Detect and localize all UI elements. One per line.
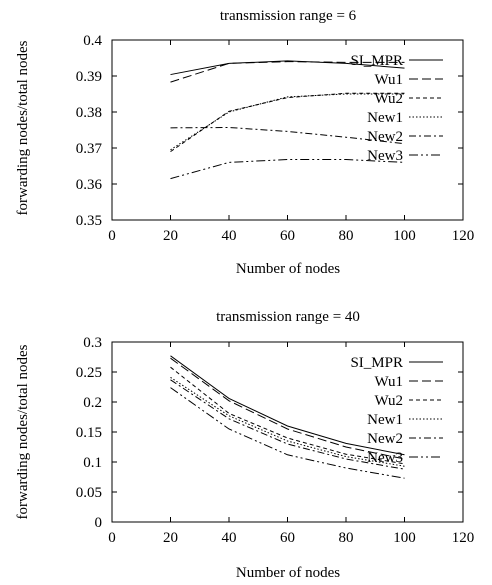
chart-title: transmission range = 6: [220, 8, 357, 24]
y-tick-label: 0.25: [76, 365, 102, 381]
y-tick-label: 0.39: [76, 69, 102, 85]
legend-label: Wu2: [374, 393, 403, 409]
y-tick-label: 0.3: [83, 335, 102, 351]
chart-bottom: transmission range = 40 forwarding nodes…: [15, 309, 474, 581]
x-ticks: 0 20 40 60 80 100 120: [108, 40, 474, 244]
y-tick-label: 0.35: [76, 213, 102, 229]
y-ticks: 0 0.05 0.1 0.15 0.2 0.25 0.3: [76, 335, 463, 531]
series-line-new1: [170, 93, 405, 151]
x-tick-label: 0: [108, 530, 116, 546]
x-tick-label: 80: [339, 530, 354, 546]
x-tick-label: 20: [163, 530, 178, 546]
y-tick-label: 0: [95, 515, 103, 531]
plot-frame: [111, 341, 464, 523]
legend-label: New1: [367, 412, 403, 428]
x-tick-label: 80: [339, 228, 354, 244]
chart-top: transmission range = 6 forwarding nodes/…: [15, 8, 474, 277]
x-tick-label: 20: [163, 228, 178, 244]
x-tick-label: 60: [280, 228, 295, 244]
series-line-new3: [170, 159, 405, 180]
x-tick-label: 60: [280, 530, 295, 546]
series-line-new3: [170, 387, 405, 479]
y-axis-label: forwarding nodes/total nodes: [15, 40, 31, 215]
legend-label: SI_MPR: [350, 53, 403, 69]
x-tick-label: 100: [393, 530, 416, 546]
series-lines: [170, 355, 405, 479]
legend-label: New3: [367, 148, 403, 164]
x-axis-label: Number of nodes: [236, 565, 340, 581]
y-tick-label: 0.15: [76, 425, 102, 441]
x-tick-label: 40: [222, 530, 237, 546]
x-tick-label: 100: [393, 228, 416, 244]
chart-title: transmission range = 40: [216, 309, 360, 325]
plot-frame: [111, 39, 464, 221]
x-tick-label: 40: [222, 228, 237, 244]
y-ticks: 0.35 0.36 0.37 0.38 0.39 0.4: [76, 33, 463, 229]
series-line-si-mpr: [170, 355, 405, 456]
legend: SI_MPR Wu1 Wu2 New1 New2 New3: [350, 355, 443, 466]
y-tick-label: 0.2: [83, 395, 102, 411]
series-line-wu2: [170, 366, 405, 465]
legend: SI_MPR Wu1 Wu2 New1 New2 New3: [350, 53, 443, 164]
y-axis-label: forwarding nodes/total nodes: [15, 344, 31, 519]
legend-label: New3: [367, 450, 403, 466]
x-ticks: 0 20 40 60 80 100 120: [108, 342, 474, 546]
x-tick-label: 0: [108, 228, 116, 244]
y-tick-label: 0.37: [76, 141, 103, 157]
series-line-si-mpr: [170, 60, 405, 76]
series-line-new2: [170, 379, 405, 470]
y-tick-label: 0.38: [76, 105, 102, 121]
legend-label: Wu1: [374, 72, 403, 88]
legend-label: New2: [367, 431, 403, 447]
y-tick-label: 0.1: [83, 455, 102, 471]
legend-label: New1: [367, 110, 403, 126]
legend-label: New2: [367, 129, 403, 145]
series-line-new2: [170, 126, 405, 145]
series-line-new1: [170, 376, 405, 467]
series-lines: [170, 60, 405, 180]
y-tick-label: 0.4: [83, 33, 102, 49]
series-line-wu1: [170, 357, 405, 460]
y-tick-label: 0.36: [76, 177, 103, 193]
legend-label: Wu1: [374, 374, 403, 390]
x-axis-label: Number of nodes: [236, 261, 340, 277]
legend-label: Wu2: [374, 91, 403, 107]
x-tick-label: 120: [452, 530, 475, 546]
legend-label: SI_MPR: [350, 355, 403, 371]
x-tick-label: 120: [452, 228, 475, 244]
series-line-wu1: [170, 61, 405, 83]
y-tick-label: 0.05: [76, 485, 102, 501]
